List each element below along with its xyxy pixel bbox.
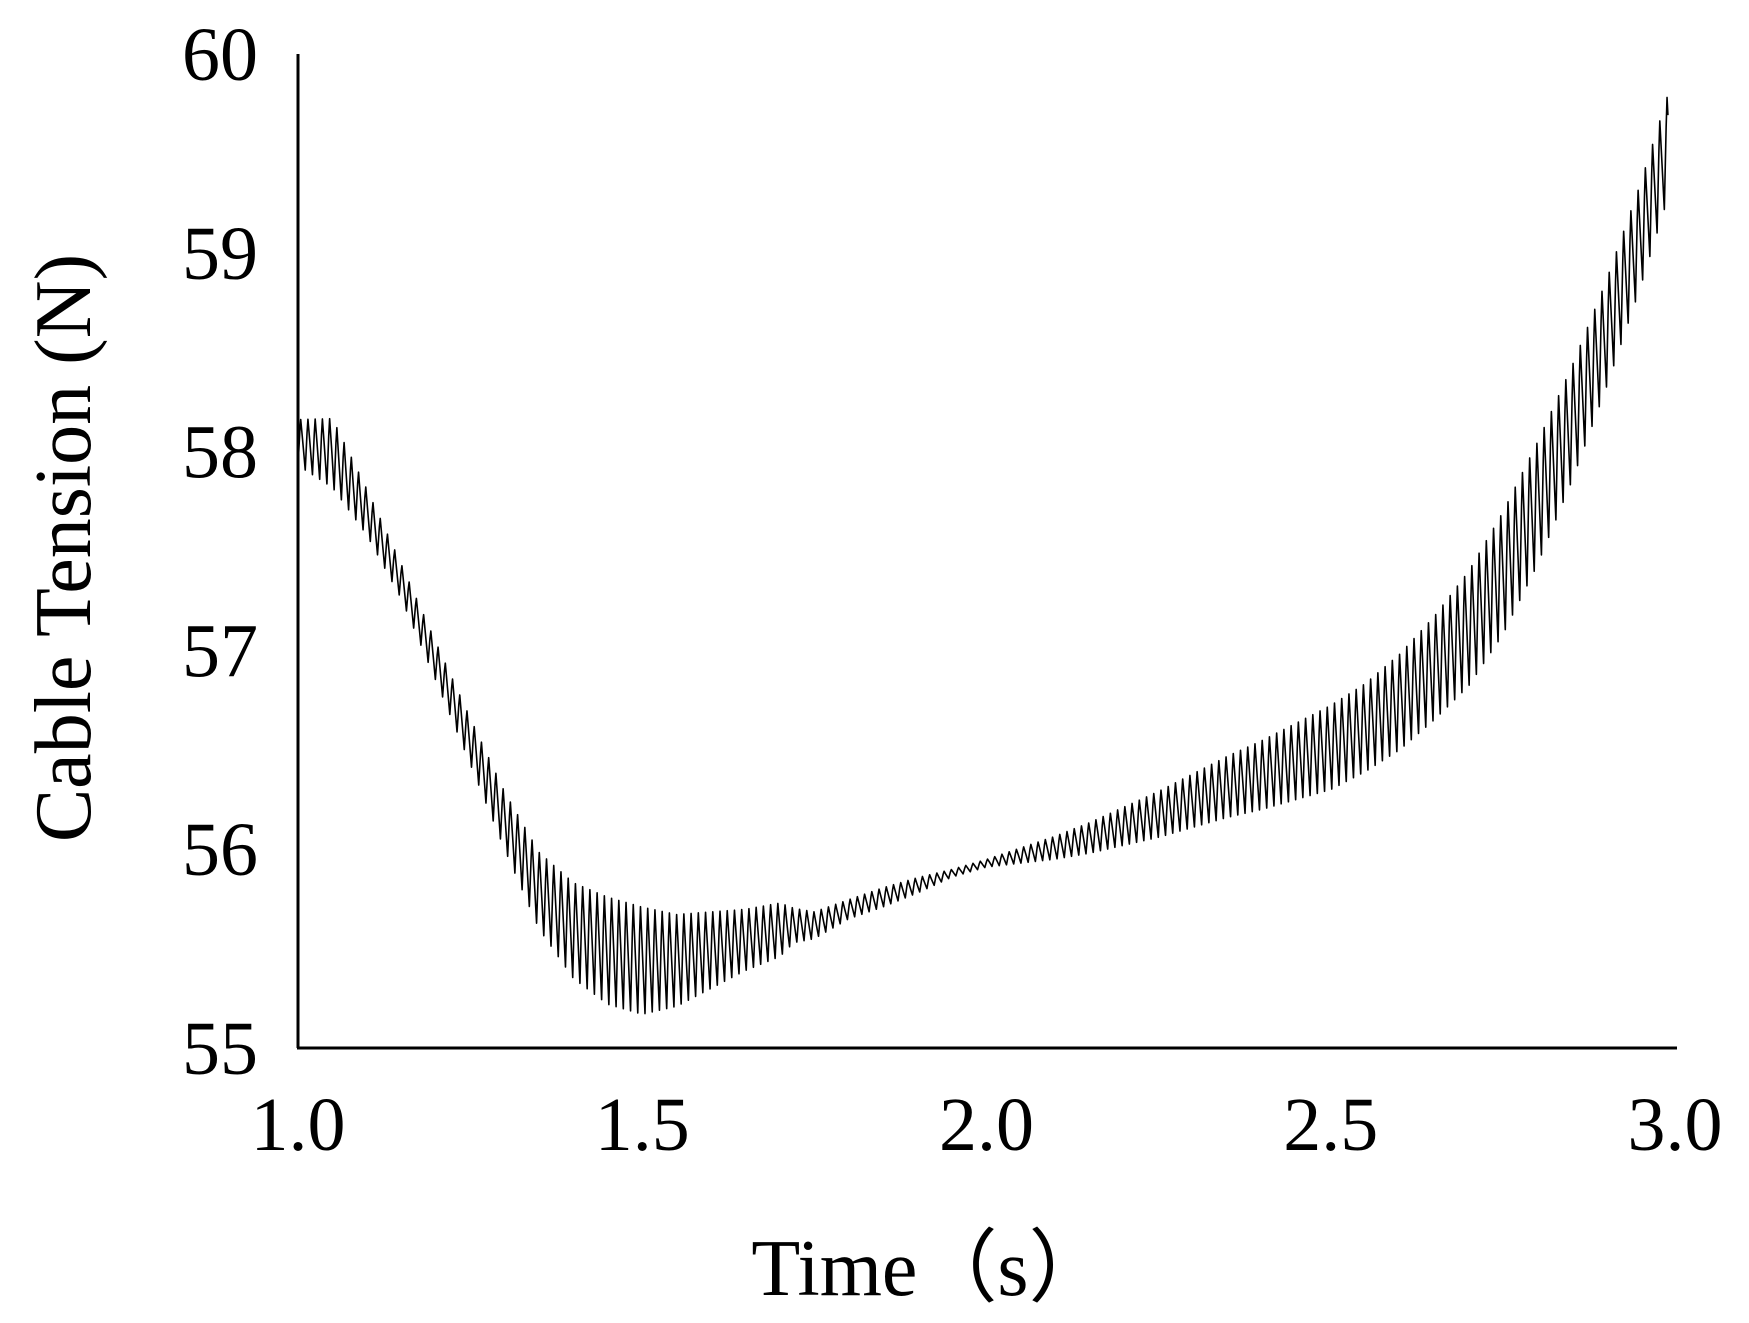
y-tick-label: 58 (182, 411, 258, 495)
y-tick-label: 57 (182, 609, 258, 693)
x-tick-label: 2.5 (1283, 1083, 1378, 1167)
y-axis-title: Cable Tension (N) (20, 254, 108, 842)
x-tick-label: 1.0 (251, 1083, 346, 1167)
y-tick-label: 55 (182, 1007, 258, 1091)
x-tick-label: 3.0 (1628, 1083, 1723, 1167)
series-line-cable-tension (297, 96, 1669, 1015)
x-tick-labels: 1.0 1.5 2.0 2.5 3.0 (251, 1083, 1723, 1167)
y-tick-labels: 55 56 57 58 59 60 (182, 13, 258, 1091)
x-tick-label: 2.0 (939, 1083, 1034, 1167)
y-tick-label: 60 (182, 13, 258, 97)
x-tick-label: 1.5 (595, 1083, 690, 1167)
y-tick-label: 56 (182, 808, 258, 892)
y-tick-label: 59 (182, 212, 258, 296)
plot-area (297, 96, 1669, 1015)
x-axis-title: Time（s） (751, 1225, 1108, 1313)
